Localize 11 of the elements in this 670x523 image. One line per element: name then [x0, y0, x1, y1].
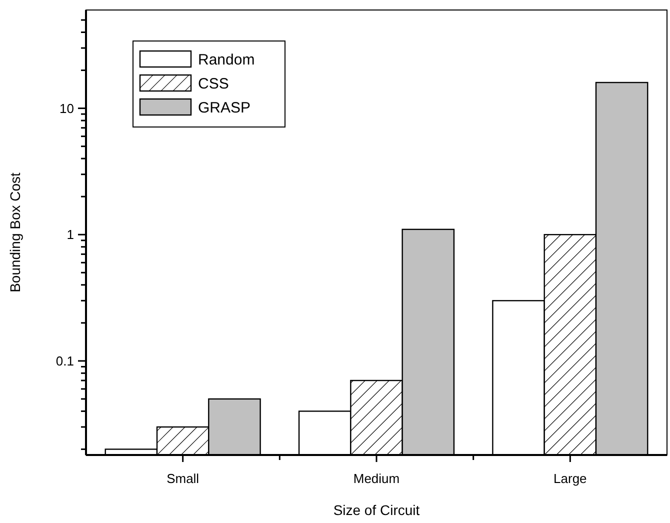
- x-tick-label: Medium: [353, 471, 400, 486]
- y-tick-label: 1: [66, 227, 74, 242]
- y-axis-title: Bounding Box Cost: [7, 172, 23, 292]
- legend-label: CSS: [198, 75, 229, 92]
- y-tick-label: 0.1: [56, 353, 74, 368]
- legend-label: Random: [198, 51, 255, 68]
- legend-label: GRASP: [198, 99, 251, 116]
- x-tick-label: Large: [554, 471, 587, 486]
- x-tick-label: Small: [166, 471, 200, 486]
- y-tick-label: 10: [60, 100, 74, 116]
- x-axis-title: Size of Circuit: [333, 502, 420, 518]
